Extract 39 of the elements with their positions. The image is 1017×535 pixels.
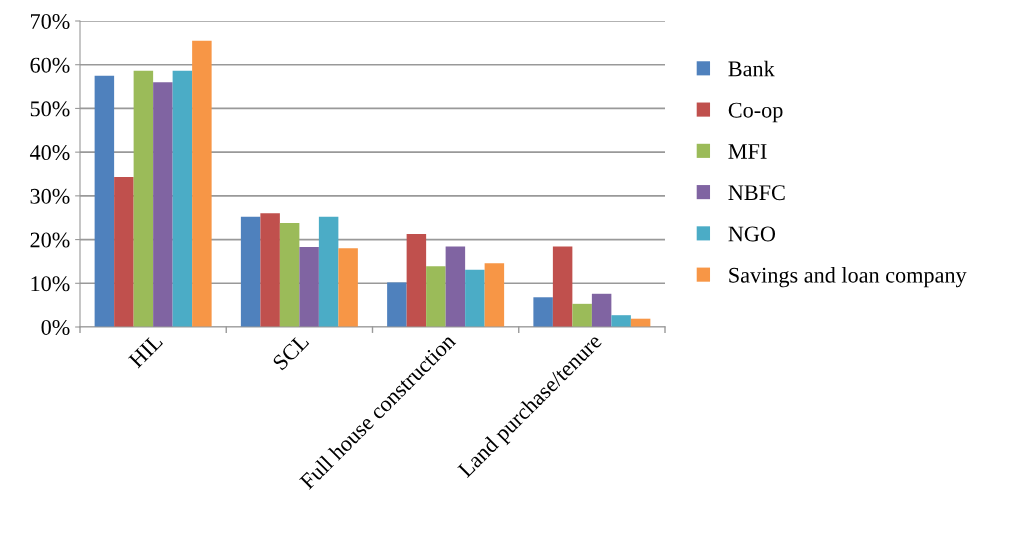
bar <box>445 246 466 327</box>
y-tick-label: 0% <box>41 319 70 335</box>
bar <box>172 70 193 327</box>
bar <box>338 248 358 327</box>
bar <box>406 233 427 327</box>
y-tick-label: 40% <box>29 145 70 161</box>
bar <box>114 177 134 327</box>
legend-label: Co-op <box>728 102 783 123</box>
bar <box>133 70 154 327</box>
bar <box>192 40 212 327</box>
y-tick-label: 10% <box>31 276 70 292</box>
bar <box>299 247 319 327</box>
bar <box>279 222 300 327</box>
bar <box>465 269 485 327</box>
bar <box>153 82 173 327</box>
bar <box>533 297 553 327</box>
bar <box>611 315 631 327</box>
legend-label: NBFC <box>728 185 785 201</box>
bar <box>572 303 592 327</box>
bar <box>318 216 339 327</box>
y-tick-label: 50% <box>30 101 70 117</box>
legend-label: MFI <box>728 144 767 159</box>
bar <box>94 75 115 327</box>
y-tick-label: 30% <box>30 188 70 204</box>
legend-label: Savings and loan company <box>729 267 967 288</box>
y-tick-label: 70% <box>31 13 70 29</box>
x-tick-label: SCL <box>272 333 310 371</box>
bar <box>591 293 612 327</box>
bar <box>387 282 407 327</box>
y-tick-label: 60% <box>30 57 70 73</box>
bar <box>484 263 505 327</box>
bar <box>240 216 261 327</box>
bar <box>426 266 446 327</box>
bar <box>260 213 280 327</box>
legend-label: Bank <box>728 60 775 77</box>
legend-label: NGO <box>728 226 776 242</box>
y-tick-label: 20% <box>30 232 70 248</box>
bar <box>552 246 573 327</box>
x-tick-label: HIL <box>128 333 164 369</box>
